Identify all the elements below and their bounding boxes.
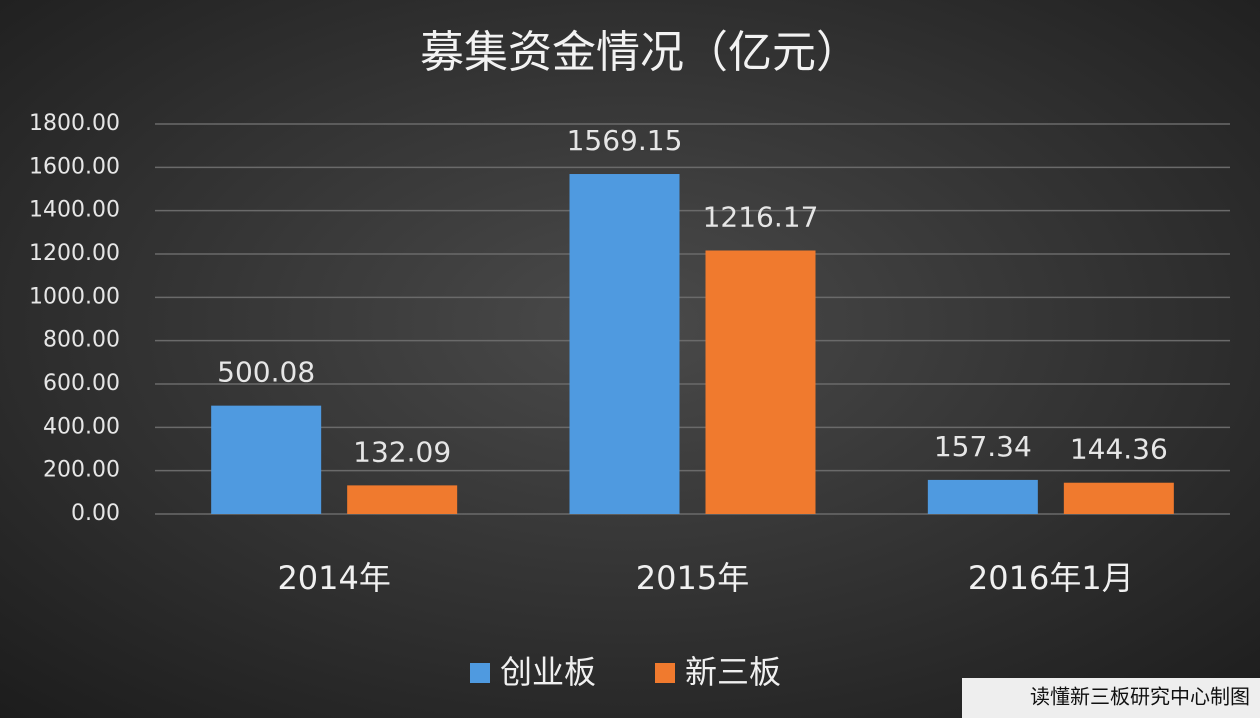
y-tick-label: 1800.00 — [29, 111, 120, 136]
y-tick-label: 400.00 — [43, 414, 120, 439]
bar — [1063, 482, 1174, 514]
y-tick-label: 200.00 — [43, 458, 120, 483]
y-tick-label: 800.00 — [43, 328, 120, 353]
legend-label: 新三板 — [685, 653, 781, 691]
source-note: 读懂新三板研究中心制图 — [1030, 685, 1250, 709]
x-tick-label: 2014年 — [277, 559, 390, 597]
value-label: 1216.17 — [703, 200, 819, 233]
y-tick-label: 0.00 — [71, 501, 120, 526]
legend-label: 创业板 — [500, 653, 596, 691]
bar — [569, 174, 680, 514]
value-label: 157.34 — [934, 430, 1032, 463]
y-tick-label: 600.00 — [43, 371, 120, 396]
legend-swatch — [470, 663, 490, 683]
x-tick-label: 2015年 — [636, 559, 749, 597]
chart-title: 募集资金情况（亿元） — [420, 27, 860, 78]
x-tick-label: 2016年1月 — [968, 559, 1134, 597]
y-tick-label: 1600.00 — [29, 154, 120, 179]
bar — [927, 479, 1038, 514]
y-tick-label: 1200.00 — [29, 241, 120, 266]
value-label: 144.36 — [1070, 433, 1168, 466]
value-label: 1569.15 — [567, 124, 683, 157]
bar — [347, 485, 458, 514]
source-box — [962, 678, 1260, 718]
y-tick-label: 1400.00 — [29, 198, 120, 223]
value-label: 500.08 — [217, 356, 315, 389]
value-label: 132.09 — [353, 435, 451, 468]
legend-swatch — [655, 663, 675, 683]
bar — [705, 250, 816, 514]
y-tick-label: 1000.00 — [29, 284, 120, 309]
bar — [211, 405, 322, 514]
